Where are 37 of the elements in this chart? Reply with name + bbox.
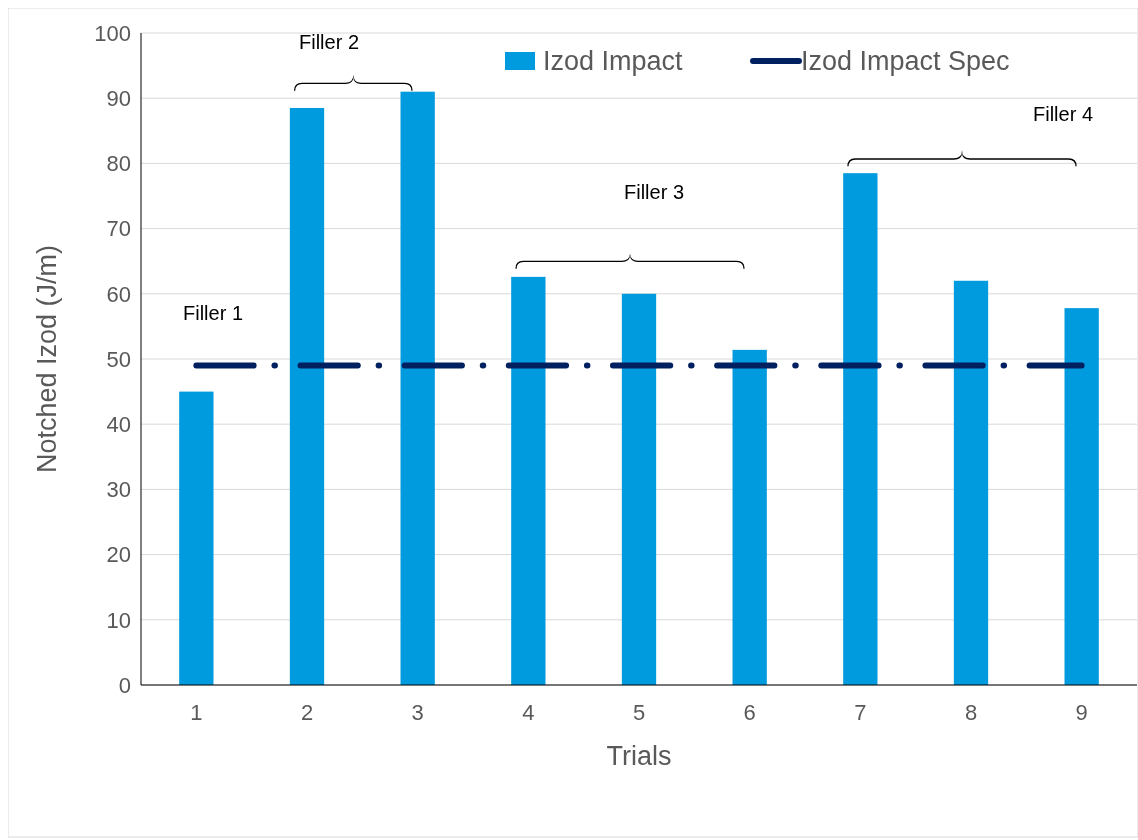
bar (179, 391, 214, 685)
annotation: Filler 4 (1033, 103, 1094, 126)
x-tick-label: 1 (190, 700, 203, 725)
y-tick-label: 70 (106, 216, 131, 242)
bar (953, 280, 989, 685)
legend-label: Izod Impact Spec (801, 46, 1010, 77)
x-tick-label: 8 (964, 700, 978, 725)
x-axis-title: Trials (606, 741, 672, 771)
y-axis-title: Notched Izod (J/m) (32, 244, 62, 474)
bar (843, 173, 878, 685)
annotation: Filler 1 (183, 301, 244, 324)
y-tick-label: 80 (106, 151, 131, 177)
x-tick-label: 2 (300, 700, 314, 725)
annotation: Filler 3 (624, 181, 685, 204)
x-tick-label: 3 (411, 700, 424, 725)
y-tick-label: 20 (106, 542, 131, 568)
bar (289, 107, 325, 685)
y-tick-label: 30 (106, 477, 131, 503)
x-tick-label: 5 (632, 700, 646, 725)
y-tick-label: 50 (106, 346, 131, 372)
annotation: Filler 2 (299, 31, 360, 54)
bar (400, 91, 435, 685)
bar (732, 349, 767, 685)
bar (1064, 308, 1099, 685)
bar (621, 293, 657, 685)
y-tick-label: 60 (106, 281, 131, 307)
y-tick-label: 0 (118, 672, 131, 698)
y-tick-label: 100 (94, 20, 131, 46)
x-tick-label: 7 (854, 700, 867, 725)
y-tick-label: 40 (106, 411, 131, 437)
bar (511, 276, 546, 685)
y-tick-label: 10 (106, 607, 131, 633)
x-tick-label: 6 (743, 700, 756, 725)
legend-label: Izod Impact (543, 46, 684, 77)
x-tick-label: 4 (522, 700, 535, 725)
y-tick-label: 90 (106, 85, 131, 111)
x-tick-label: 9 (1075, 700, 1088, 725)
